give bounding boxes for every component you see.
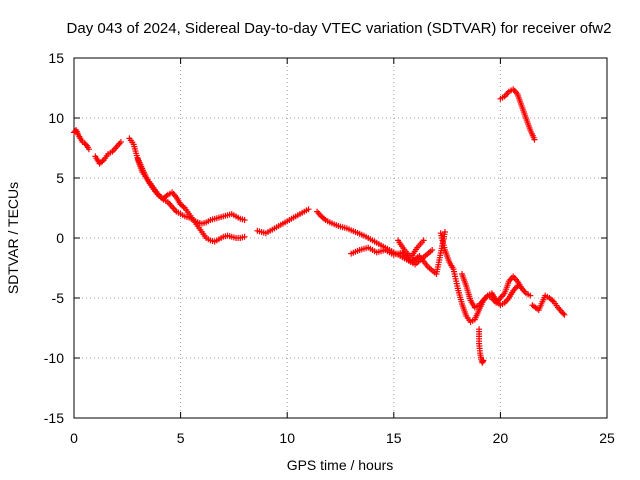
series-arc-9 — [437, 230, 534, 325]
series-arc-1 — [71, 127, 92, 153]
data-point — [420, 237, 427, 244]
y-tick-label: 15 — [48, 50, 64, 66]
data-point — [85, 146, 92, 153]
x-tick-label: 15 — [386, 430, 402, 446]
data-point — [305, 206, 312, 213]
y-axis-label: SDTVAR / TECUs — [5, 182, 21, 294]
y-tick-label: 5 — [56, 170, 64, 186]
y-tick-label: -5 — [52, 290, 65, 306]
x-axis-ticks: 0 5 10 15 20 25 — [70, 58, 615, 446]
x-tick-label: 0 — [70, 430, 78, 446]
y-tick-label: 0 — [56, 230, 64, 246]
x-tick-label: 20 — [493, 430, 509, 446]
x-tick-label: 10 — [279, 430, 295, 446]
grid-lines — [74, 58, 607, 418]
series-arc-8 — [395, 237, 427, 261]
series-arc-4 — [134, 155, 248, 245]
data-point — [560, 310, 567, 317]
plot-frame — [73, 57, 608, 419]
y-axis-ticks: 15 10 5 0 -5 -10 -15 — [44, 50, 607, 426]
data-point — [241, 217, 248, 223]
series-arc-13 — [529, 292, 568, 318]
chart-title: Day 043 of 2024, Sidereal Day-to-day VTE… — [67, 20, 612, 37]
data-point — [441, 229, 448, 235]
series-arc-12 — [497, 86, 538, 143]
data-point — [117, 139, 124, 145]
series-arc-11 — [476, 326, 487, 366]
data-point — [429, 247, 436, 253]
x-axis-label: GPS time / hours — [287, 457, 394, 473]
series-arc-5 — [254, 206, 312, 237]
y-tick-label: -10 — [44, 350, 64, 366]
x-tick-label: 5 — [177, 430, 185, 446]
series-arc-2 — [92, 139, 124, 167]
data-point — [561, 311, 568, 318]
series-arc-10 — [459, 271, 521, 311]
data-point — [514, 283, 521, 289]
data-point — [527, 292, 534, 299]
y-tick-label: 10 — [48, 110, 64, 126]
data-points — [71, 86, 568, 366]
series-arc-3 — [126, 135, 248, 227]
data-point — [531, 136, 538, 143]
x-tick-label: 25 — [599, 430, 615, 446]
y-tick-label: -15 — [44, 410, 64, 426]
data-point — [241, 233, 248, 240]
data-point — [480, 357, 487, 364]
